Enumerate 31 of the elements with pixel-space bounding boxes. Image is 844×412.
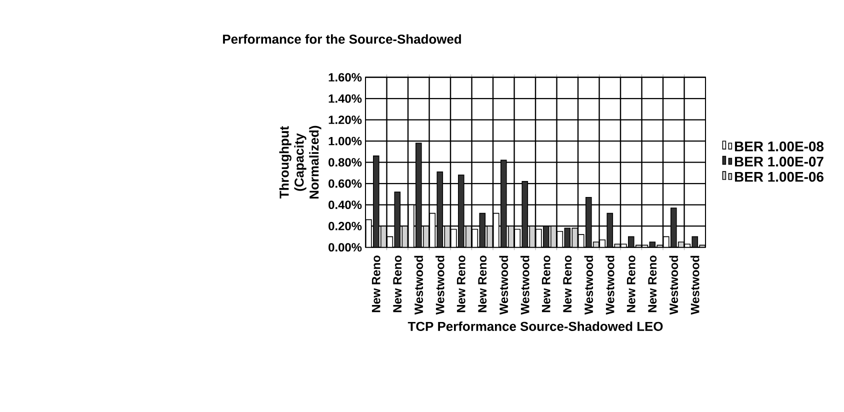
x-tick-label: New Reno [563, 256, 572, 312]
legend-label: BER 1.00E-07 [734, 156, 824, 167]
x-tick-label: New Reno [626, 256, 636, 312]
x-tick-label: Westwood [584, 256, 594, 315]
x-tick-label: New Reno [456, 256, 466, 312]
y-axis-title: Throughput (Capacity Normalized) [279, 126, 322, 199]
x-tick-label: New Reno [542, 256, 550, 312]
y-tick-label: 0.20% [328, 222, 362, 230]
chart-title: Performance for the Source-Shadowed [223, 34, 461, 44]
y-tick-label: 1.20% [328, 116, 362, 124]
y-tick-label: 0.80% [328, 158, 362, 167]
y-tick-label: 1.40% [328, 94, 362, 103]
x-tick-label: Westwood [520, 256, 530, 315]
x-tick-label: New Reno [478, 256, 487, 312]
y-tick-label: 1.00% [328, 136, 362, 146]
x-axis-title: TCP Performance Source-Shadowed LEO [408, 321, 663, 331]
y-tick-label: 0.00% [328, 243, 362, 252]
x-tick-label: Westwood [436, 256, 444, 315]
x-tick-label: Westwood [669, 256, 678, 315]
x-tick-label: Westwood [414, 256, 424, 315]
x-tick-label: New Reno [393, 256, 402, 312]
x-tick-label: Westwood [690, 256, 700, 315]
x-tick-label: Westwood [606, 256, 614, 315]
x-tick-label: Westwood [499, 256, 508, 315]
x-tick-label: New Reno [372, 256, 380, 312]
y-tick-label: 0.60% [328, 179, 362, 188]
y-tick-label: 0.40% [328, 200, 362, 210]
legend-label: BER 1.00E-08 [734, 141, 824, 152]
legend-label: BER 1.00E-06 [734, 172, 824, 182]
x-tick-label: New Reno [648, 256, 657, 312]
y-tick-label: 1.60% [328, 73, 362, 82]
